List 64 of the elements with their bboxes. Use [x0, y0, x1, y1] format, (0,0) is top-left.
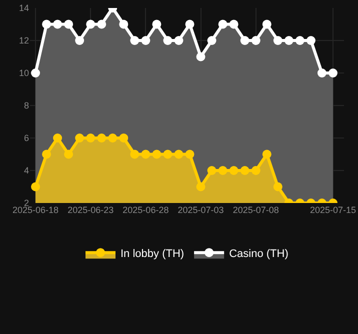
y-tick-label: 8 [24, 100, 29, 111]
point [273, 36, 282, 45]
point [141, 36, 150, 45]
y-tick-label: 12 [18, 36, 29, 46]
point [75, 134, 84, 142]
point [207, 166, 216, 175]
point [240, 36, 250, 45]
point [130, 150, 140, 159]
point [196, 182, 206, 192]
point [163, 150, 172, 159]
point [75, 36, 84, 45]
point [53, 134, 62, 142]
point [218, 166, 228, 175]
point [229, 20, 238, 29]
point [273, 182, 282, 192]
point [317, 68, 326, 78]
y-tick-label: 6 [24, 133, 29, 144]
point [152, 20, 162, 29]
point [141, 150, 150, 159]
point [86, 20, 96, 29]
point [108, 134, 118, 142]
point [251, 36, 260, 45]
y-tick-label: 10 [18, 68, 29, 78]
point [64, 20, 74, 29]
x-tick-label: 2025-07-08 [232, 205, 279, 215]
point [262, 150, 272, 159]
x-tick-label: 2025-06-18 [12, 205, 59, 215]
point [207, 36, 216, 45]
point [86, 134, 96, 142]
y-tick-label: 14 [18, 3, 29, 14]
point [42, 150, 52, 159]
point [152, 150, 162, 159]
legend-label: In lobby (TH) [120, 248, 184, 260]
point [119, 20, 128, 29]
point [229, 166, 238, 175]
x-tick-label: 2025-06-23 [68, 205, 114, 215]
point [174, 150, 184, 159]
point [251, 166, 260, 175]
point [185, 150, 194, 159]
point [31, 68, 40, 78]
point [163, 36, 172, 45]
point [119, 134, 128, 142]
point [185, 20, 194, 29]
point [42, 20, 52, 29]
point [295, 36, 304, 45]
x-tick-label: 2025-06-28 [122, 205, 169, 215]
legend-label: Casino (TH) [229, 248, 288, 260]
x-tick-label: 2025-07-03 [178, 205, 224, 215]
point [53, 20, 62, 29]
point [240, 166, 250, 175]
point [97, 20, 106, 29]
point [31, 182, 40, 192]
point [64, 150, 74, 159]
point [218, 20, 228, 29]
point [97, 134, 106, 142]
point [284, 36, 294, 45]
point [130, 36, 140, 45]
point [174, 36, 184, 45]
x-tick-label: 2025-07-15 [310, 205, 356, 215]
point [328, 68, 338, 78]
point [196, 52, 206, 62]
y-tick-label: 4 [24, 166, 29, 176]
point [262, 20, 272, 29]
point [306, 36, 316, 45]
